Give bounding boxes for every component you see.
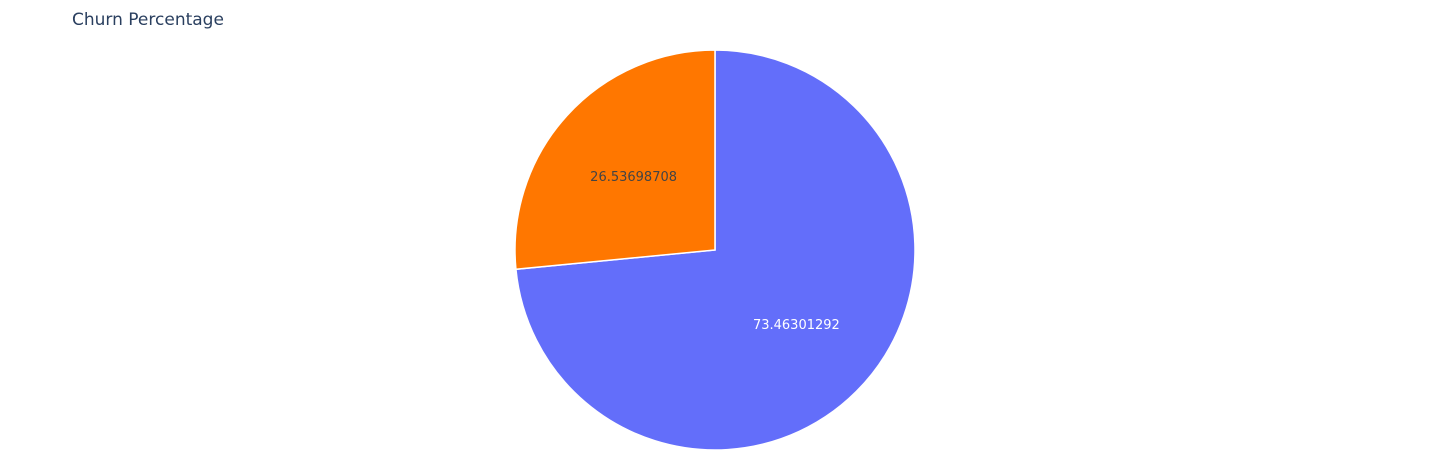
pie-slice-label-1: 26.53698708 — [590, 170, 677, 185]
pie-slices — [514, 49, 916, 450]
chart-title: Churn Percentage — [72, 10, 224, 30]
pie-slice-1[interactable] — [514, 49, 716, 271]
pie-slice-label-0: 73.46301292 — [753, 318, 840, 333]
pie-labels: 73.46301292 26.53698708 — [590, 170, 840, 333]
